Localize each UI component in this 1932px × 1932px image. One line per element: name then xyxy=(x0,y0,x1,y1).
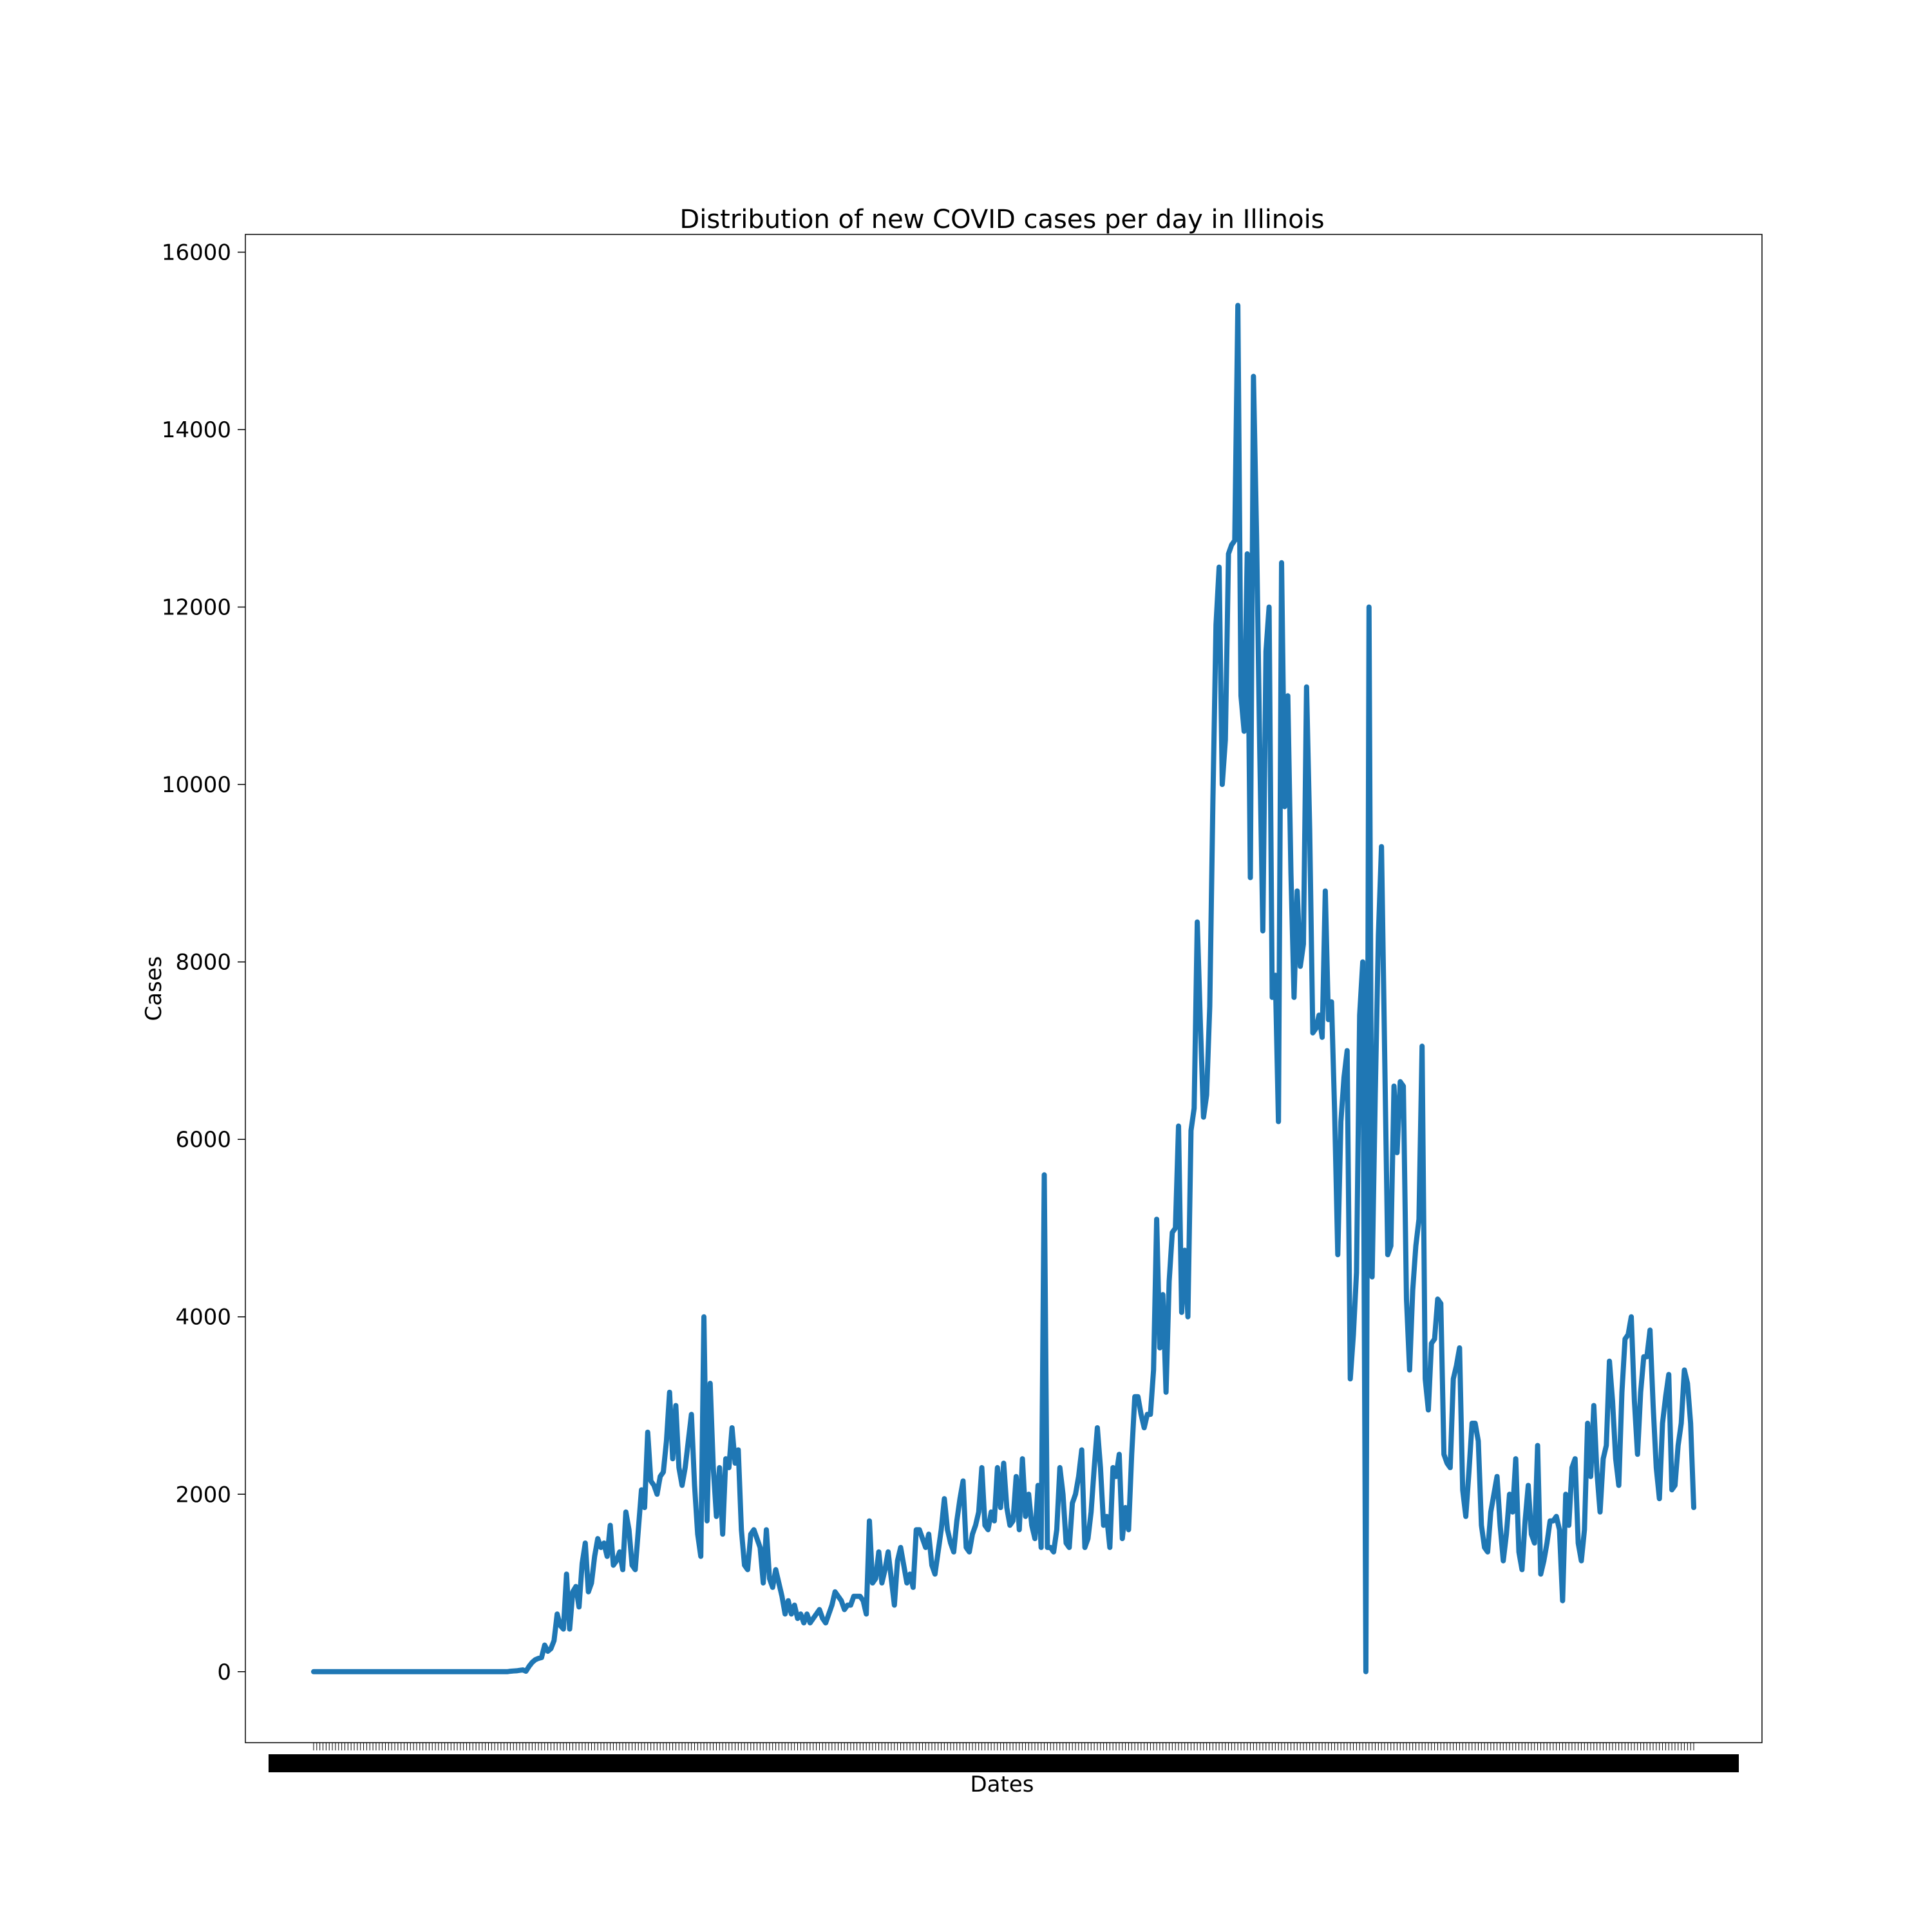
y-tick-label: 4000 xyxy=(175,1305,231,1331)
y-tick-label: 6000 xyxy=(175,1127,231,1153)
y-tick-label: 10000 xyxy=(162,772,231,798)
x-tick-labels-overlap xyxy=(268,1754,1739,1772)
y-tick-label: 8000 xyxy=(175,950,231,976)
y-axis-label: Cases xyxy=(141,956,167,1021)
y-tick-label: 16000 xyxy=(162,240,231,266)
series-line xyxy=(310,303,1697,1674)
x-axis-label: Dates xyxy=(971,1772,1034,1797)
y-tick-label: 14000 xyxy=(162,417,231,443)
y-tick-label: 12000 xyxy=(162,595,231,621)
y-tick-label: 2000 xyxy=(175,1482,231,1508)
y-axis: 0 2000 4000 6000 8000 10000 12000 14000 16000 xyxy=(162,240,245,1685)
y-tick-label: 0 xyxy=(217,1660,231,1685)
x-axis xyxy=(268,1743,1739,1772)
chart-title: Distribution of new COVID cases per day … xyxy=(679,205,1324,234)
